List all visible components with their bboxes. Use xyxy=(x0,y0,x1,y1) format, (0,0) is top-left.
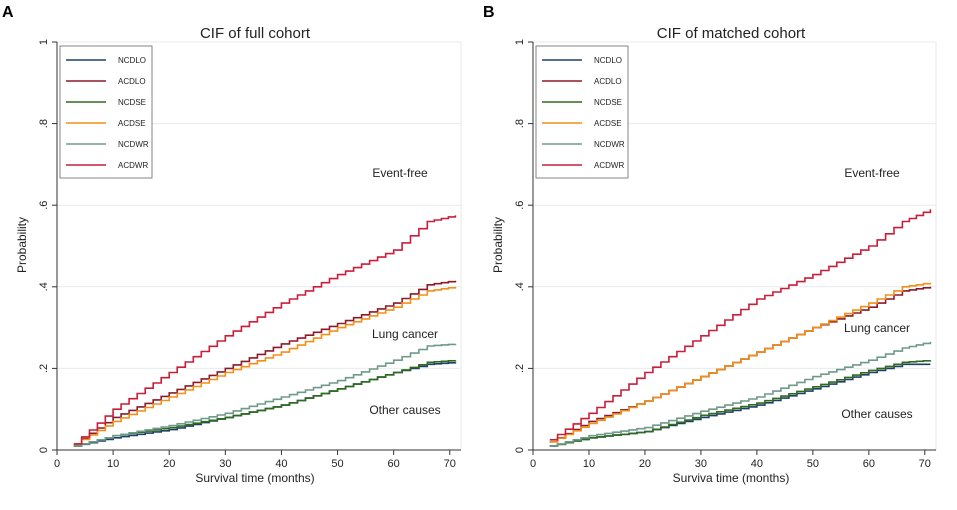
legend-label-ncdwr-b: NCDWR xyxy=(594,140,625,149)
y-axis-label-a: Probability xyxy=(15,217,29,273)
gridlines-b xyxy=(533,41,936,369)
y-tick-label-a: 0 xyxy=(38,447,50,453)
legend-b: NCDLO ACDLO NCDSE ACDSE NCDWR ACDWR xyxy=(535,45,629,179)
series-line-acdse-b xyxy=(549,282,932,443)
y-axis-label-b: Probability xyxy=(491,217,505,273)
legend-label-acdwr-a: ACDWR xyxy=(118,161,148,170)
legend-box-b xyxy=(535,45,629,179)
panel-label-b: B xyxy=(483,4,495,21)
x-tick-label-b: 50 xyxy=(807,458,819,470)
annotation-other-causes-b: Other causes xyxy=(841,407,912,421)
x-tick-label-b: 30 xyxy=(695,458,707,470)
legend-label-acdlo-a: ACDLO xyxy=(118,77,146,86)
legend-label-ncdlo-b: NCDLO xyxy=(594,56,622,65)
x-tick-label-a: 0 xyxy=(54,458,60,470)
series-line-ncdwr-b xyxy=(549,341,932,447)
y-tick-label-b: .6 xyxy=(514,201,526,210)
annotation-lung-cancer-b: Lung cancer xyxy=(844,321,910,335)
series-line-acdwr-a xyxy=(73,215,457,445)
x-tick-label-a: 10 xyxy=(107,458,119,470)
x-tick-label-a: 40 xyxy=(275,458,287,470)
axes-b: 0.2.4.6.810 10 20 30 40 50 60 70 xyxy=(514,39,936,470)
y-tick-label-a: 1 xyxy=(38,39,50,45)
series-line-ncdwr-a xyxy=(73,343,457,447)
y-tick-label-b: .4 xyxy=(514,282,526,291)
x-tick-label-b: 60 xyxy=(863,458,875,470)
legend-label-ncdwr-a: NCDWR xyxy=(118,140,149,149)
x-axis-label-a: Survival time (months) xyxy=(195,471,314,485)
y-tick-label-b: 1 xyxy=(514,39,526,45)
x-tick-label-b: 40 xyxy=(751,458,763,470)
legend-label-ncdse-b: NCDSE xyxy=(594,98,622,107)
panel-b: B CIF of matched cohort Surviva time (mo… xyxy=(483,4,937,485)
x-tick-label-b: 10 xyxy=(583,458,595,470)
series-group-a xyxy=(73,215,457,447)
panel-a: A CIF of full cohort Survival time (mont… xyxy=(2,4,462,485)
x-tick-label-b: 20 xyxy=(639,458,651,470)
legend-label-acdse-a: ACDSE xyxy=(118,119,146,128)
annotation-lung-cancer-a: Lung cancer xyxy=(372,327,438,341)
series-line-acdlo-a xyxy=(73,280,457,445)
x-tick-label-a: 50 xyxy=(331,458,343,470)
x-tick-label-b: 0 xyxy=(530,458,536,470)
y-tick-label-b: 0 xyxy=(514,447,526,453)
x-tick-label-a: 60 xyxy=(388,458,400,470)
legend-label-acdlo-b: ACDLO xyxy=(594,77,622,86)
panel-label-a: A xyxy=(2,4,14,21)
chart-title-b: CIF of matched cohort xyxy=(657,25,806,42)
x-tick-label-b: 70 xyxy=(919,458,931,470)
legend-a: NCDLO ACDLO NCDSE ACDSE NCDWR ACDWR xyxy=(59,45,153,179)
y-tick-label-a: .4 xyxy=(38,282,50,291)
x-tick-label-a: 70 xyxy=(444,458,456,470)
x-tick-label-a: 20 xyxy=(163,458,175,470)
axes-a: 0.2.4.6.810 10 20 30 40 50 60 70 xyxy=(38,39,461,470)
legend-label-acdse-b: ACDSE xyxy=(594,119,622,128)
chart-title-a: CIF of full cohort xyxy=(200,25,311,42)
series-line-acdwr-b xyxy=(549,209,932,441)
legend-box-a xyxy=(59,45,153,179)
annotation-event-free-b: Event-free xyxy=(844,166,900,180)
annotation-event-free-a: Event-free xyxy=(372,166,428,180)
series-line-acdse-a xyxy=(73,286,457,445)
legend-label-ncdlo-a: NCDLO xyxy=(118,56,146,65)
annotation-other-causes-a: Other causes xyxy=(369,403,440,417)
legend-label-ncdse-a: NCDSE xyxy=(118,98,146,107)
x-axis-label-b: Surviva time (months) xyxy=(673,471,790,485)
y-tick-label-a: .2 xyxy=(38,364,50,373)
y-tick-label-a: .8 xyxy=(38,119,50,128)
series-line-ncdse-b xyxy=(549,360,932,447)
series-group-b xyxy=(549,209,932,447)
y-tick-label-b: .8 xyxy=(514,119,526,128)
legend-label-acdwr-b: ACDWR xyxy=(594,161,624,170)
y-tick-label-a: .6 xyxy=(38,201,50,210)
x-tick-label-a: 30 xyxy=(219,458,231,470)
y-tick-label-b: .2 xyxy=(514,364,526,373)
